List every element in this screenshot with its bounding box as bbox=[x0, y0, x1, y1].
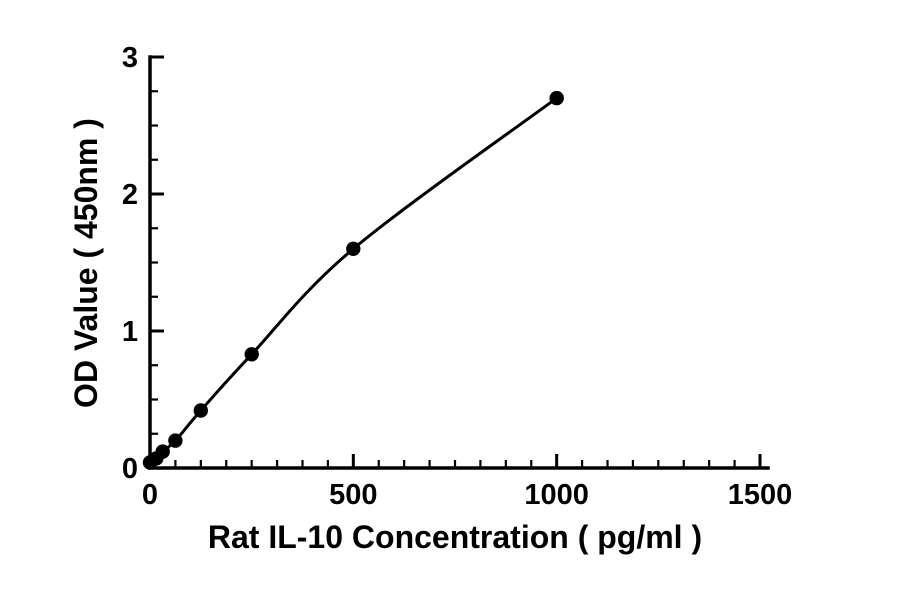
axes-layer: 0 500 1000 1500 0 1 2 3 bbox=[122, 42, 792, 511]
x-tick-label: 1000 bbox=[524, 479, 589, 511]
series-layer bbox=[142, 90, 564, 470]
standard-curve-line bbox=[148, 96, 559, 464]
data-point-marker bbox=[549, 90, 564, 106]
x-axis-title: Rat IL-10 Concentration ( pg/ml ) bbox=[208, 519, 702, 555]
y-tick-label: 1 bbox=[122, 316, 138, 348]
data-point-marker bbox=[168, 433, 183, 448]
x-tick-label: 1500 bbox=[728, 479, 793, 511]
x-tick-label: 500 bbox=[329, 479, 377, 511]
y-tick-label: 2 bbox=[122, 179, 138, 211]
y-tick-label: 3 bbox=[122, 42, 138, 74]
y-axis-title: OD Value ( 450nm ) bbox=[68, 118, 104, 408]
data-point-marker bbox=[346, 241, 361, 256]
axis-spines bbox=[148, 55, 770, 470]
data-point-marker bbox=[193, 403, 208, 418]
data-point-marker bbox=[155, 444, 170, 459]
data-point-marker bbox=[244, 347, 259, 362]
y-tick-label: 0 bbox=[122, 453, 138, 485]
x-tick-label: 0 bbox=[142, 479, 158, 511]
